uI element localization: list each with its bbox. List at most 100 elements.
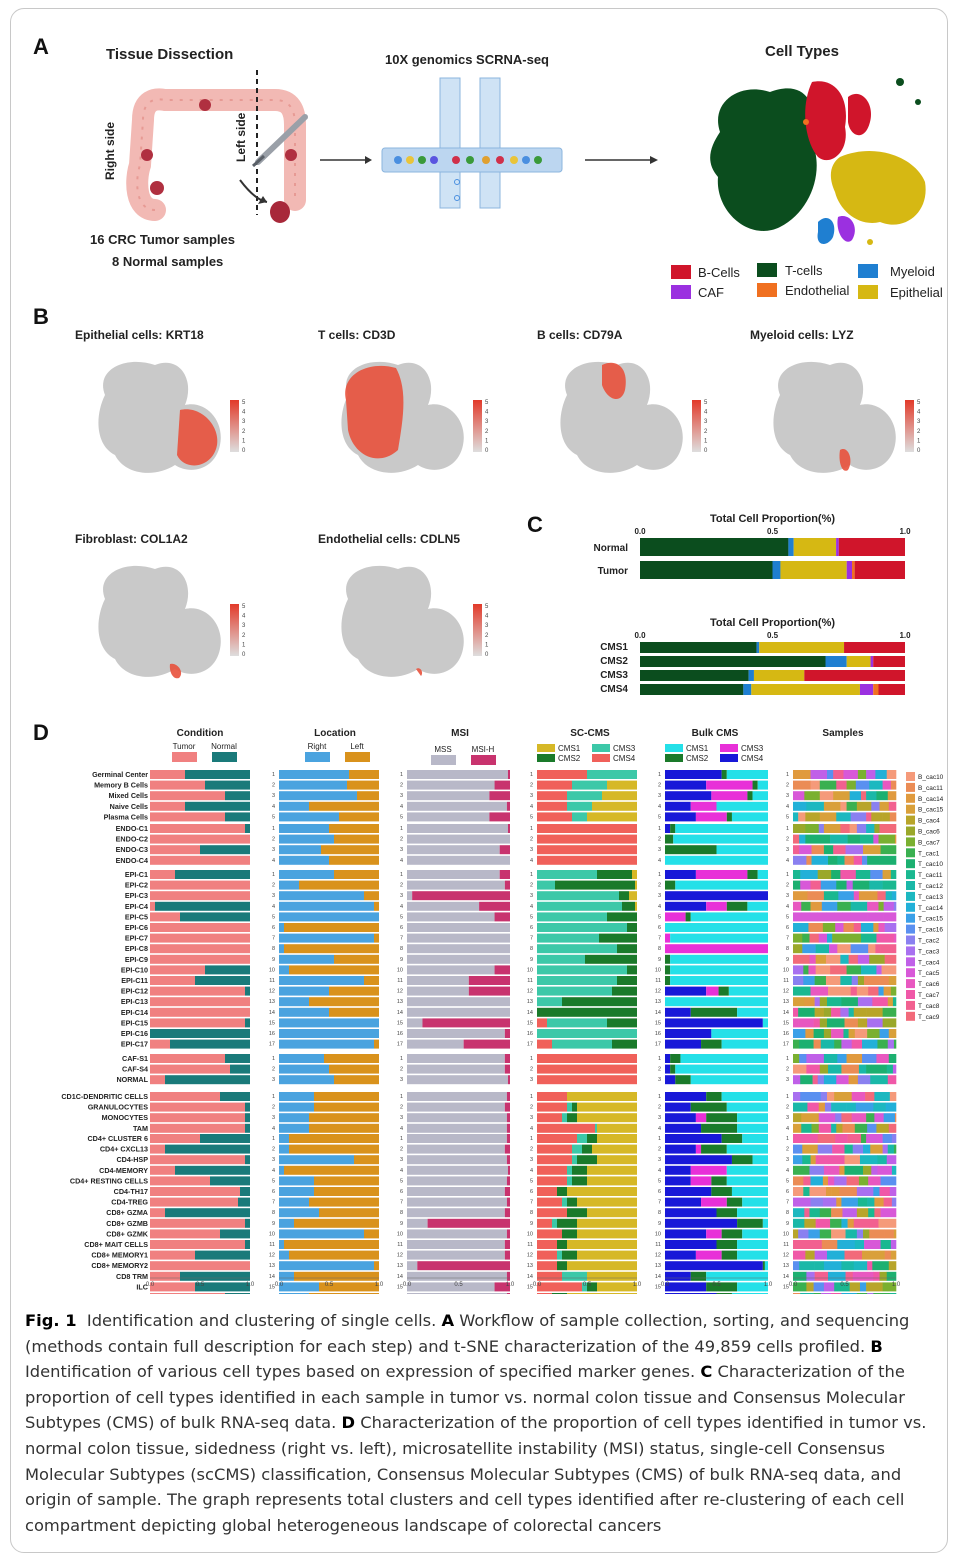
scale-tick: 2 — [242, 429, 246, 435]
bar-sample-segment — [831, 1123, 837, 1133]
bar-sample-segment — [841, 1113, 853, 1123]
bar-sample-segment — [867, 1293, 874, 1294]
bar-sample-segment — [844, 855, 855, 865]
bar-bulk-cms4 — [665, 1293, 717, 1294]
bar-right — [279, 1187, 314, 1196]
sample-legend-swatch-t-cac10 — [906, 859, 915, 869]
bar-tumor — [150, 1018, 245, 1028]
bar-sample-segment — [882, 1007, 897, 1017]
bar-bulk-cms3 — [690, 1165, 727, 1175]
bar-msi-h — [494, 780, 510, 790]
bar-sample-segment — [793, 923, 809, 932]
cluster-label-cd1c-dendritic-cells: CD1C-DENDRITIC CELLS — [61, 1092, 148, 1101]
bar-normal — [205, 780, 250, 790]
bar-bulk-cms2 — [675, 1075, 691, 1085]
bar-left — [289, 1144, 379, 1154]
bar-bulk-cms4 — [665, 986, 707, 996]
legend-swatch-cms4 — [720, 754, 738, 762]
bar-sample-segment — [848, 1075, 859, 1085]
bar-sample-segment — [871, 1064, 888, 1074]
row-index: 3 — [530, 1115, 533, 1121]
bar-sample-segment — [826, 1092, 835, 1101]
bar-sample-segment — [846, 801, 858, 811]
sample-legend-swatch-t-cac13 — [906, 891, 915, 901]
bar-left — [319, 1282, 379, 1292]
legend-label-b-cells: B-Cells — [698, 265, 740, 280]
bar-sc-cms3 — [567, 801, 592, 811]
row-index: 9 — [272, 1221, 275, 1227]
bar-sample-segment — [800, 1293, 814, 1294]
row-index: 2 — [530, 883, 533, 889]
row-index: 11 — [655, 1242, 661, 1248]
sample-legend-label-t-cac6: T_cac6 — [918, 981, 940, 988]
bar-sample-segment — [841, 1261, 855, 1271]
axis-tick: 0.5 — [840, 1282, 849, 1288]
bar-sample-segment — [892, 1064, 897, 1074]
bar-normal — [245, 824, 250, 833]
bar-sample-segment — [854, 1240, 865, 1249]
bar-right — [279, 780, 347, 790]
bar-msi-h — [506, 1123, 510, 1133]
bar-sample-segment — [826, 933, 833, 943]
proportion-segment-myeloid — [825, 656, 847, 667]
bar-normal — [195, 1250, 250, 1260]
bar-bulk-cms4 — [665, 1155, 732, 1165]
bar-sample-segment — [802, 1155, 811, 1165]
bar-mss — [407, 1229, 507, 1239]
bar-sample-segment — [793, 1197, 811, 1207]
axis-tick: 1.0 — [892, 1282, 901, 1288]
bar-tumor — [150, 1007, 250, 1017]
bar-sample-segment — [815, 954, 827, 964]
row-index: 4 — [658, 904, 661, 910]
bar-sample-segment — [793, 1064, 807, 1074]
bar-normal — [245, 1102, 250, 1112]
row-index: 3 — [272, 1115, 275, 1121]
bar-sc-cms2 — [567, 1197, 577, 1207]
bar-bulk-cms1 — [675, 880, 768, 890]
scale-tick: 5 — [242, 400, 246, 406]
bar-bulk-cms2 — [716, 1240, 738, 1249]
bar-right — [279, 891, 364, 901]
bar-sample-segment — [793, 933, 803, 943]
bar-sample-segment — [810, 780, 821, 790]
bar-sc-cms3 — [572, 812, 587, 822]
bar-sample-segment — [857, 997, 873, 1007]
bar-mss — [407, 1134, 507, 1143]
sample-legend-label-t-cac7: T_cac7 — [918, 992, 940, 999]
caption-a-label: A — [441, 1311, 455, 1330]
bar-sample-segment — [798, 1018, 814, 1028]
bar-mss — [407, 1293, 507, 1294]
bar-sample-segment — [807, 891, 825, 901]
bar-bulk-cms2 — [706, 1282, 738, 1292]
bar-right — [279, 986, 329, 996]
bar-mss — [407, 1187, 505, 1196]
bar-sc-cms1 — [587, 1271, 637, 1281]
bar-sample-segment — [872, 997, 889, 1007]
sample-legend-swatch-t-cac6 — [906, 979, 915, 989]
bar-sample-segment — [850, 912, 860, 922]
bar-mss — [407, 965, 495, 975]
bar-sample-segment — [815, 965, 831, 975]
bar-sample-segment — [855, 780, 870, 790]
bar-sample-segment — [874, 880, 883, 890]
bar-tumor — [150, 1250, 195, 1260]
bar-sample-segment — [851, 1113, 867, 1123]
bar-sample-segment — [819, 812, 837, 822]
bar-tumor — [150, 1113, 245, 1123]
cluster-label-endo-c2: ENDO-C2 — [116, 835, 148, 844]
bar-right — [279, 834, 334, 844]
bar-sc-cms3 — [567, 791, 602, 801]
bar-msi-h — [507, 1165, 510, 1175]
bar-sample-segment — [837, 944, 851, 954]
bar-sc-cms4 — [537, 1240, 557, 1249]
bar-sample-segment — [802, 944, 816, 954]
bar-bulk-cms1 — [764, 1261, 768, 1271]
bar-sample-segment — [858, 1176, 869, 1186]
bar-bulk-cms1 — [670, 954, 768, 964]
bar-right — [279, 801, 309, 811]
row-index: 2 — [400, 837, 403, 843]
bar-sample-segment — [857, 1075, 871, 1085]
row-index: 7 — [786, 1200, 789, 1206]
bar-sample-segment — [850, 986, 858, 996]
bar-sample-segment — [867, 912, 876, 922]
